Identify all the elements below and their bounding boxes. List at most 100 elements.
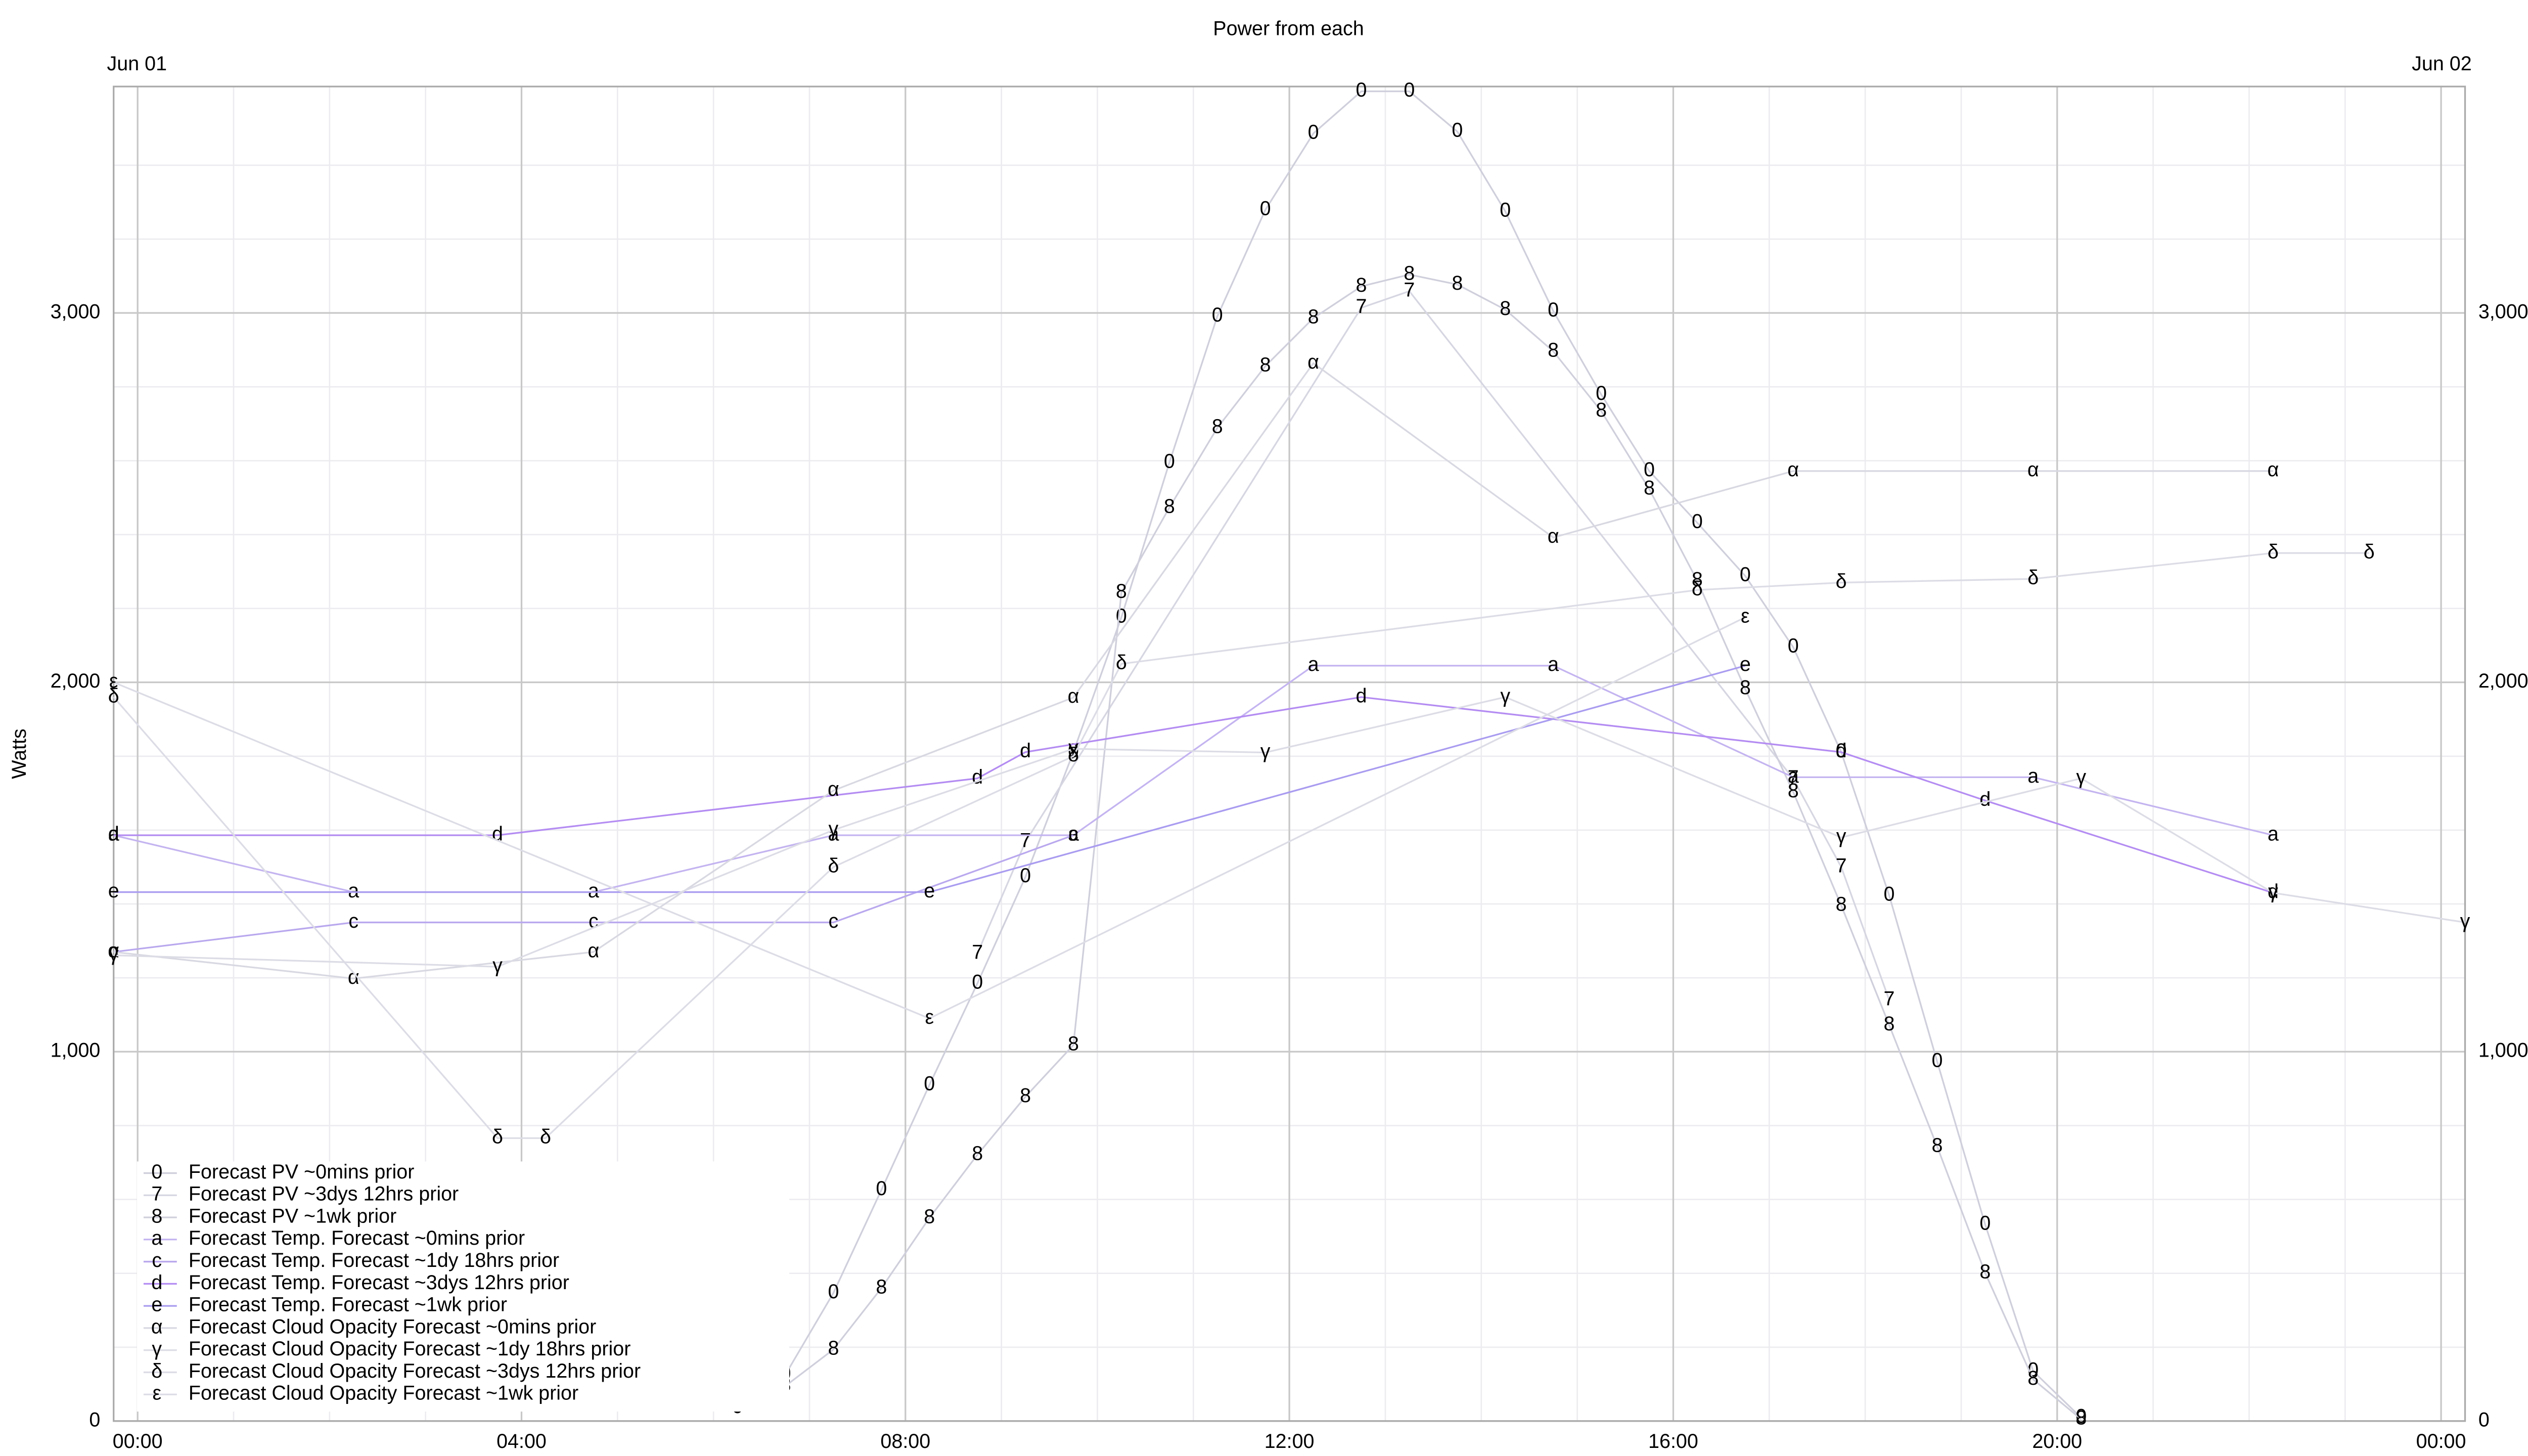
y2-tick-label: 2,000 xyxy=(2478,670,2528,692)
point-marker: 0 xyxy=(1356,79,1367,101)
point-marker: 0 xyxy=(1164,450,1175,472)
point-marker: 8 xyxy=(1452,272,1463,294)
point-marker: 8 xyxy=(924,1205,935,1227)
point-marker: 8 xyxy=(1692,568,1703,590)
legend-label: Forecast PV ~1wk prior xyxy=(189,1205,396,1227)
point-marker: 0 xyxy=(1212,304,1223,326)
point-marker: 8 xyxy=(1068,1033,1079,1055)
legend-symbol: 8 xyxy=(151,1205,162,1227)
point-marker: δ xyxy=(1692,577,1703,600)
point-marker: γ xyxy=(829,817,839,840)
point-marker: 0 xyxy=(2027,1359,2039,1381)
legend-label: Forecast Cloud Opacity Forecast ~3dys 12… xyxy=(189,1360,641,1382)
point-marker: e xyxy=(108,880,119,902)
point-marker: d xyxy=(2268,881,2279,903)
point-marker: γ xyxy=(1068,737,1078,759)
point-marker: a xyxy=(2268,823,2279,845)
point-marker: d xyxy=(1020,740,1031,762)
point-marker: 8 xyxy=(1020,1084,1031,1107)
legend-label: Forecast PV ~0mins prior xyxy=(189,1161,415,1183)
point-marker: δ xyxy=(492,1126,503,1148)
legend-label: Forecast Temp. Forecast ~1wk prior xyxy=(189,1294,507,1316)
legend-symbol: a xyxy=(151,1227,162,1249)
point-marker: 7 xyxy=(1356,295,1367,317)
plot-frame xyxy=(113,85,2466,1422)
point-marker: 0 xyxy=(828,1281,839,1303)
point-marker: c xyxy=(109,939,119,962)
point-marker: 8 xyxy=(1500,297,1511,320)
point-marker: 8 xyxy=(1644,477,1655,499)
series-line xyxy=(113,665,1746,893)
series-line xyxy=(113,552,2369,1139)
point-marker: γ xyxy=(2268,881,2278,903)
point-marker: 0 xyxy=(1452,119,1463,142)
point-marker: 0 xyxy=(2075,1405,2087,1428)
legend-symbol: γ xyxy=(152,1338,162,1360)
y-tick-label: 1,000 xyxy=(51,1039,101,1062)
point-marker: 8 xyxy=(876,1276,887,1298)
point-marker: 8 xyxy=(1596,399,1607,421)
point-marker: 7 xyxy=(1404,279,1415,301)
point-marker: a xyxy=(2027,765,2039,787)
point-marker: 0 xyxy=(1260,198,1271,220)
legend-label: Forecast Cloud Opacity Forecast ~1wk pri… xyxy=(189,1382,578,1404)
point-marker: 8 xyxy=(1116,580,1127,603)
point-marker: a xyxy=(108,823,119,845)
legend-symbol: 7 xyxy=(151,1183,162,1205)
point-marker: 8 xyxy=(1788,780,1799,802)
point-marker: δ xyxy=(1836,570,1847,593)
legend-box xyxy=(137,1161,790,1412)
point-marker: d xyxy=(1356,685,1367,707)
point-marker: 0 xyxy=(1884,883,1895,905)
point-marker: 8 xyxy=(1979,1260,1991,1283)
series-line xyxy=(976,290,1890,1000)
point-marker: 8 xyxy=(1548,339,1559,361)
point-marker: e xyxy=(924,880,935,902)
point-marker: ε xyxy=(1741,605,1750,627)
x-tick-label: 12:00 xyxy=(1265,1430,1315,1452)
point-marker: 8 xyxy=(1164,495,1175,517)
point-marker: 0 xyxy=(1788,635,1799,657)
point-marker: 0 xyxy=(1020,864,1031,887)
y2-tick-label: 0 xyxy=(2478,1408,2490,1431)
point-marker: d xyxy=(108,823,119,845)
point-marker: α xyxy=(2027,459,2039,481)
point-marker: 0 xyxy=(1404,79,1415,101)
legend-symbol: ε xyxy=(153,1382,162,1404)
series-line xyxy=(113,696,2465,968)
legend-symbol: δ xyxy=(151,1360,162,1382)
point-marker: 8 xyxy=(1884,1013,1895,1035)
point-marker: ε xyxy=(925,1006,934,1028)
legend-label: Forecast PV ~3dys 12hrs prior xyxy=(189,1183,459,1205)
point-marker: 0 xyxy=(876,1177,887,1200)
point-marker: a xyxy=(1308,653,1319,675)
point-marker: 0 xyxy=(1596,382,1607,404)
point-marker: α xyxy=(588,939,599,962)
point-marker: α xyxy=(828,778,839,800)
x-tick-label: 08:00 xyxy=(880,1430,930,1452)
legend-symbol: 0 xyxy=(151,1161,162,1183)
series-line xyxy=(737,90,2082,1419)
point-marker: e xyxy=(1740,653,1751,675)
point-marker: 0 xyxy=(924,1072,935,1095)
point-marker: ε xyxy=(109,670,118,692)
point-marker: δ xyxy=(1068,744,1079,766)
legend-label: Forecast Cloud Opacity Forecast ~0mins p… xyxy=(189,1315,596,1338)
point-marker: 0 xyxy=(1836,740,1847,762)
x-tick-label: 00:00 xyxy=(2416,1430,2466,1452)
legend-label: Forecast Temp. Forecast ~3dys 12hrs prio… xyxy=(189,1271,569,1294)
point-marker: a xyxy=(1068,823,1079,845)
legend-symbol: d xyxy=(151,1271,162,1294)
point-marker: 8 xyxy=(1740,676,1751,699)
point-marker: c xyxy=(1068,823,1078,845)
series-line xyxy=(113,616,1746,1020)
point-marker: c xyxy=(348,910,358,932)
point-marker: 8 xyxy=(2027,1367,2039,1389)
point-marker: 7 xyxy=(972,941,983,963)
date-label: Jun 02 xyxy=(2412,53,2472,75)
x-tick-label: 00:00 xyxy=(113,1430,163,1452)
point-marker: α xyxy=(1307,351,1319,373)
point-marker: d xyxy=(972,766,983,788)
